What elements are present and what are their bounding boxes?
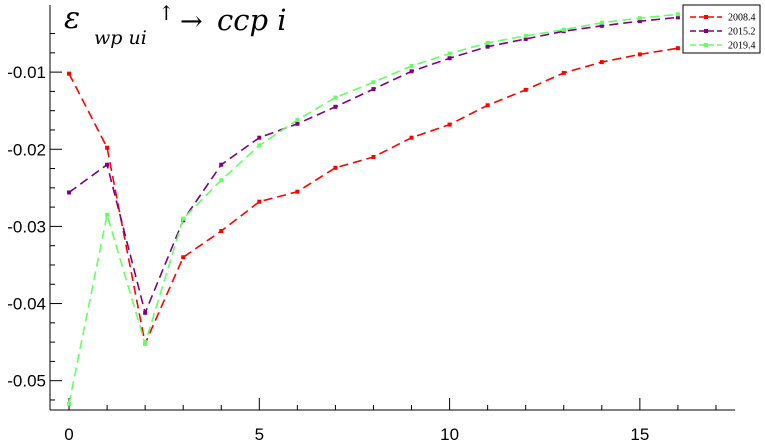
data-point: [219, 178, 224, 183]
title-epsilon: ε: [64, 1, 80, 36]
data-point: [67, 190, 72, 195]
axes: 0 5 10 15 -0.01 -0.02 -0.03 -0.04 -0.05: [7, 5, 735, 443]
data-point: [523, 33, 528, 38]
title-subscript: wp ui: [94, 27, 147, 49]
legend-label: 2015.2: [728, 27, 756, 38]
data-point: [105, 162, 110, 167]
legend-marker: [704, 43, 708, 47]
data-point: [485, 40, 490, 45]
legend-marker: [704, 29, 708, 33]
series-2008.4: [67, 46, 680, 347]
y-tick-label: -0.03: [7, 217, 46, 236]
data-point: [447, 56, 452, 61]
data-point: [637, 52, 642, 57]
data-point: [485, 103, 490, 108]
series-line: [68, 16, 678, 316]
data-point: [257, 135, 262, 140]
data-point: [181, 255, 186, 260]
y-tick-label: -0.02: [7, 140, 46, 159]
data-point: [257, 199, 262, 204]
data-point: [409, 135, 414, 140]
data-point: [675, 15, 680, 20]
data-point: [561, 27, 566, 32]
data-point: [181, 216, 186, 221]
data-point: [447, 122, 452, 127]
data-point: [295, 121, 300, 126]
series-2019.4: [67, 12, 680, 406]
data-point: [523, 87, 528, 92]
data-point: [409, 63, 414, 68]
legend-marker: [704, 15, 708, 19]
y-tick-label: -0.04: [7, 295, 46, 314]
data-point: [637, 19, 642, 24]
data-point: [675, 12, 680, 17]
series-2015.2: [67, 15, 680, 316]
data-point: [333, 95, 338, 100]
data-point: [561, 70, 566, 75]
data-point: [143, 341, 148, 346]
x-tick-label: 0: [64, 425, 73, 443]
y-tick-label: -0.05: [7, 372, 46, 391]
data-point: [333, 104, 338, 109]
data-point: [599, 20, 604, 25]
data-point: [675, 46, 680, 51]
series-line: [68, 47, 679, 347]
data-point: [333, 165, 338, 170]
data-point: [219, 229, 224, 234]
data-point: [67, 71, 72, 76]
data-point: [219, 162, 224, 167]
data-point: [371, 80, 376, 85]
chart-title: ε wp ui ↑ → ccp i: [64, 1, 287, 49]
x-tick-label: 10: [440, 425, 459, 443]
data-point: [637, 16, 642, 21]
x-tick-label: 5: [255, 425, 264, 443]
data-point: [485, 44, 490, 49]
legend-label: 2008.4: [728, 13, 756, 24]
data-point: [599, 60, 604, 65]
data-point: [295, 189, 300, 194]
series-line: [68, 13, 678, 404]
y-tick-label: -0.01: [7, 63, 46, 82]
data-point: [257, 143, 262, 148]
data-point: [447, 51, 452, 56]
legend-label: 2019.4: [728, 41, 756, 52]
data-point: [143, 310, 148, 315]
title-arrow: →: [180, 6, 203, 37]
x-tick-label: 15: [630, 425, 649, 443]
data-point: [105, 212, 110, 217]
data-point: [295, 117, 300, 122]
data-point: [371, 87, 376, 92]
legend: 2008.4 2015.2 2019.4: [682, 4, 761, 54]
data-point: [67, 401, 72, 406]
data-point: [523, 36, 528, 41]
series-group: [67, 12, 680, 406]
data-point: [599, 23, 604, 28]
title-up-arrow: ↑: [158, 1, 175, 25]
title-rest: ccp i: [217, 3, 287, 37]
data-point: [371, 154, 376, 159]
data-point: [409, 69, 414, 74]
data-point: [105, 145, 110, 150]
